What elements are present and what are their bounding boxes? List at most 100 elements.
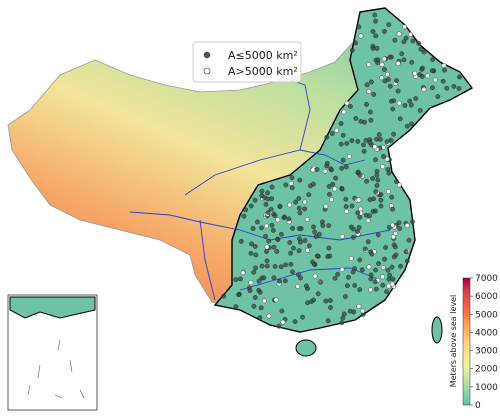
catchment-point [275,217,281,223]
catchment-point [402,24,407,30]
catchment-point [282,278,288,284]
catchment-point [403,249,409,255]
legend-label: A>5000 km² [228,65,298,78]
catchment-point [322,168,328,174]
catchment-point [293,199,298,205]
catchment-point [353,40,358,46]
catchment-point [367,140,373,146]
catchment-point [259,193,265,199]
catchment-point [264,244,270,250]
catchment-point [381,56,387,62]
catchment-point [263,201,269,207]
catchment-point [432,77,438,83]
catchment-point [344,100,350,106]
colorbar: Meters above sea level 0 1000 2000 3000 4000… [449,274,498,411]
catchment-point [319,219,325,225]
catchment-point [373,157,378,163]
catchment-point [404,258,410,264]
catchment-point [289,175,295,181]
catchment-point [344,283,350,289]
catchment-point [338,141,344,147]
catchment-point [302,206,307,212]
catchment-point [325,318,331,324]
catchment-point [253,265,259,271]
catchment-point [264,263,270,269]
catchment-point [356,197,362,203]
catchment-point [340,157,346,163]
catchment-point [390,276,396,282]
catchment-point [348,256,354,261]
catchment-point [250,226,256,231]
catchment-point [410,38,416,44]
catchment-point [221,293,227,299]
catchment-point [409,219,415,225]
catchment-point [390,234,396,240]
catchment-point [382,28,387,34]
catchment-point [348,224,354,230]
catchment-point [356,303,362,309]
catchment-point [392,37,398,43]
catchment-point [406,237,412,243]
colorbar-tick-label: 3000 [475,347,498,357]
catchment-point [256,287,262,293]
legend: A≤5000 km² A>5000 km² [192,41,302,83]
catchment-point [248,203,254,209]
legend-label: A≤5000 km² [228,49,298,62]
catchment-points [221,12,462,329]
catchment-point [418,46,424,52]
catchment-point [291,245,296,251]
catchment-point [397,182,402,188]
catchment-point [357,287,363,293]
catchment-point [279,308,285,314]
catchment-point [342,294,348,299]
catchment-point [297,210,303,216]
catchment-point [271,211,276,217]
catchment-point [341,311,347,317]
catchment-point [249,241,254,247]
catchment-point [356,24,362,30]
catchment-point [277,203,283,209]
catchment-point [310,181,316,187]
catchment-point [251,303,257,309]
catchment-point [364,82,370,88]
catchment-point [288,180,294,186]
catchment-point [261,298,267,304]
catchment-point [243,207,249,213]
catchment-point [263,233,268,239]
catchment-point [316,231,322,237]
colorbar-tick-label: 6000 [475,292,498,302]
catchment-point [343,164,349,170]
catchment-point [312,229,317,235]
catchment-point [296,205,302,211]
catchment-point [269,184,275,190]
catchment-point [386,283,391,289]
catchment-point [393,179,399,184]
catchment-point [378,192,384,198]
catchment-point [344,208,349,214]
catchment-point [421,87,427,92]
catchment-point [369,251,375,257]
catchment-point [302,238,308,243]
catchment-point [375,57,381,63]
catchment-point [339,165,345,171]
catchment-point [330,181,335,187]
catchment-point [360,308,366,314]
catchment-point [366,89,372,94]
catchment-point [385,189,391,194]
catchment-point [268,206,274,212]
catchment-point [277,278,282,284]
catchment-point [368,272,374,278]
catchment-point [251,269,257,275]
catchment-point [374,183,380,188]
catchment-point [261,275,267,281]
catchment-point [359,267,365,273]
catchment-point [401,39,407,45]
catchment-point [357,214,363,220]
catchment-point [368,79,374,85]
catchment-point [326,184,332,189]
catchment-point [343,196,349,202]
catchment-point [367,109,373,115]
catchment-point [407,98,413,104]
catchment-point [371,196,376,202]
catchment-point [240,270,246,276]
